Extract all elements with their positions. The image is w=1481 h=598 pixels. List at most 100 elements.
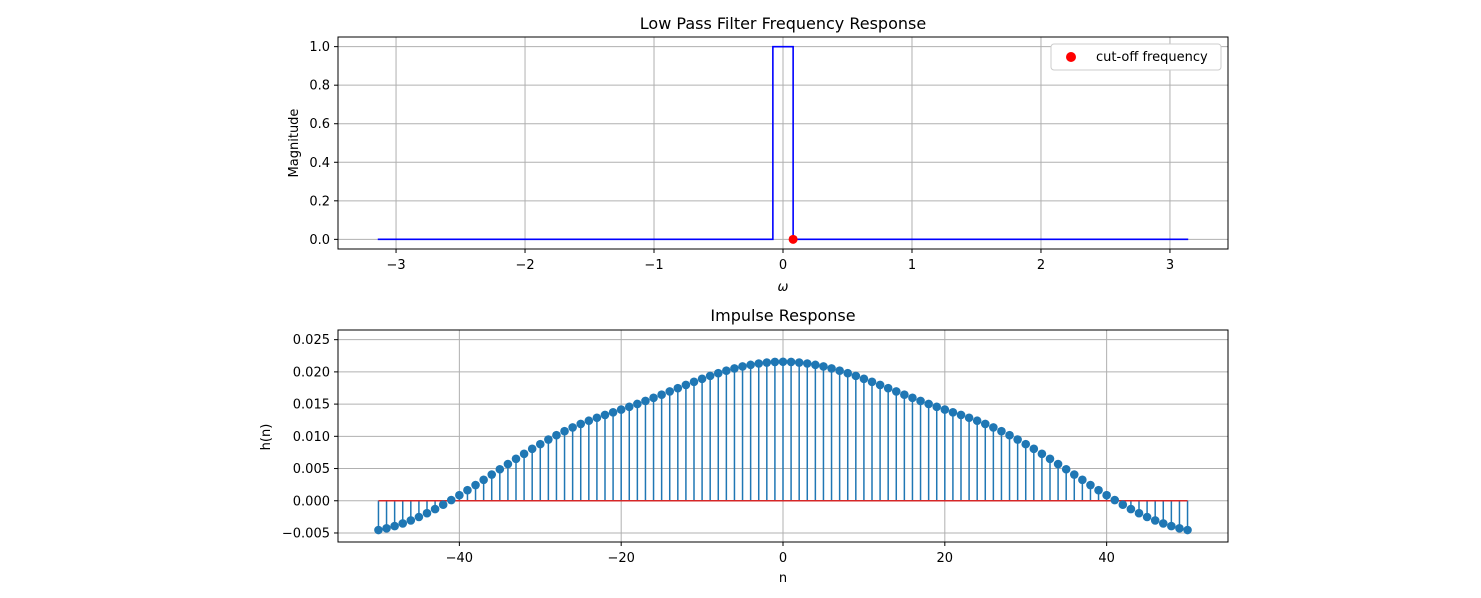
impulse-marker (948, 407, 958, 417)
impulse-marker (713, 368, 723, 378)
impulse-response-ylabel: h(n) (259, 424, 274, 451)
impulse-marker (794, 358, 804, 367)
frequency-response-xtick-label: 0 (779, 258, 787, 273)
frequency-response-ytick-label: 0.2 (309, 194, 330, 209)
impulse-marker (900, 390, 909, 399)
impulse-marker (527, 444, 537, 454)
impulse-marker (989, 423, 998, 432)
impulse-response-ytick-label: 0.015 (293, 398, 330, 413)
impulse-marker (584, 416, 594, 426)
impulse-marker (883, 383, 893, 393)
frequency-response-xtick-label: 2 (1037, 258, 1045, 273)
impulse-marker (1061, 464, 1071, 474)
impulse-marker (778, 357, 788, 367)
impulse-marker (1029, 444, 1039, 454)
impulse-response-ytick-label: −0.005 (282, 526, 330, 541)
legend-label: cut-off frequency (1096, 50, 1208, 65)
impulse-marker (463, 485, 472, 495)
frequency-response-ticks: −3 −2 −1 0 1 2 3 0.0 0.2 0.4 0.6 0.8 1.0 (309, 40, 1174, 273)
impulse-marker (705, 371, 715, 381)
impulse-marker (1150, 516, 1160, 525)
impulse-marker (1167, 521, 1176, 531)
impulse-marker (616, 405, 626, 414)
impulse-response-series (374, 357, 1192, 535)
impulse-marker (722, 366, 731, 375)
impulse-marker (673, 383, 683, 393)
impulse-marker (552, 430, 561, 440)
impulse-response-xtick-label: 0 (779, 551, 787, 566)
impulse-marker (754, 359, 764, 368)
impulse-marker (738, 362, 747, 371)
impulse-marker (576, 419, 586, 429)
legend-box (1050, 43, 1222, 71)
impulse-marker (891, 387, 901, 396)
frequency-response-xtick-label: 1 (908, 258, 916, 273)
frequency-response-ylabel: Magnitude (287, 109, 302, 178)
impulse-marker (471, 480, 480, 490)
impulse-marker (560, 426, 569, 436)
impulse-marker (1134, 508, 1144, 518)
frequency-response-series (377, 45, 1189, 244)
impulse-marker (1037, 449, 1047, 459)
impulse-response-xtick-label: −40 (446, 551, 473, 566)
frequency-response-xtick-label: −1 (644, 258, 663, 273)
impulse-marker (875, 380, 885, 390)
impulse-marker (511, 454, 521, 464)
impulse-marker (657, 390, 666, 399)
impulse-marker (859, 374, 869, 384)
impulse-marker (1021, 439, 1031, 449)
frequency-response-axes: −3 −2 −1 0 1 2 3 0.0 0.2 0.4 0.6 0.8 1.0 Low Pass Fi… (287, 14, 1229, 295)
impulse-marker (1175, 523, 1184, 533)
impulse-marker (544, 435, 553, 444)
impulse-marker (430, 504, 440, 514)
impulse-marker (1045, 454, 1055, 464)
impulse-marker (1142, 512, 1152, 522)
impulse-marker (608, 407, 618, 417)
impulse-marker (374, 525, 383, 535)
impulse-response-ticks: −40 −20 0 20 40 −0.005 0.000 0.005 0.010 0.015 0.0… (282, 333, 1115, 566)
impulse-marker (1110, 495, 1120, 505)
impulse-response-ytick-label: 0.000 (293, 494, 330, 509)
impulse-marker (924, 399, 933, 409)
impulse-marker (964, 413, 974, 423)
impulse-marker (503, 459, 513, 469)
impulse-response-xtick-label: 20 (937, 551, 954, 566)
impulse-marker (422, 508, 432, 518)
impulse-response-ytick-label: 0.005 (293, 462, 330, 477)
impulse-marker (592, 413, 602, 423)
frequency-response-title: Low Pass Filter Frequency Response (640, 14, 926, 33)
impulse-marker (746, 360, 755, 370)
impulse-marker (600, 410, 610, 420)
magnitude-line (377, 45, 1189, 241)
impulse-marker (479, 475, 488, 485)
impulse-marker (932, 402, 942, 412)
impulse-marker (519, 449, 529, 459)
impulse-marker (438, 500, 448, 509)
impulse-marker (1005, 430, 1014, 440)
impulse-marker (382, 523, 391, 533)
frequency-response-ytick-label: 0.0 (309, 233, 330, 248)
impulse-marker (406, 516, 416, 525)
impulse-marker (835, 366, 844, 375)
cutoff-frequency-point (788, 234, 798, 244)
impulse-marker (689, 377, 699, 387)
impulse-response-ytick-label: 0.010 (293, 430, 330, 445)
impulse-marker (786, 357, 796, 367)
impulse-response-xlabel: n (779, 571, 787, 586)
impulse-marker (390, 521, 399, 531)
impulse-marker (827, 364, 836, 373)
frequency-response-ytick-label: 0.4 (309, 156, 330, 171)
impulse-marker (1126, 504, 1136, 514)
impulse-marker (819, 362, 828, 371)
impulse-marker (568, 423, 577, 432)
impulse-marker (1158, 519, 1168, 528)
legend-marker-icon (1066, 52, 1076, 62)
impulse-marker (495, 464, 505, 474)
impulse-marker (697, 374, 707, 384)
legend: cut-off frequency (1050, 43, 1222, 71)
impulse-marker (398, 519, 408, 528)
impulse-marker (414, 512, 424, 522)
impulse-marker (956, 410, 966, 420)
impulse-response-ytick-label: 0.025 (293, 333, 330, 348)
